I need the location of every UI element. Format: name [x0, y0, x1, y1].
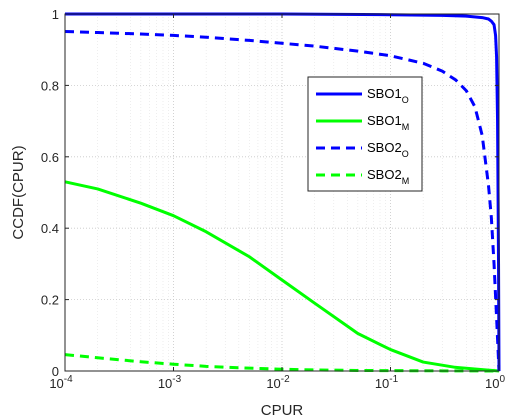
legend-label-name: SBO2	[367, 140, 402, 155]
x-tick-label: 10-3	[158, 374, 182, 391]
legend-label: SBO1M	[367, 113, 409, 132]
x-tick-label: 100	[485, 374, 505, 391]
x-tick-label: 10-2	[266, 374, 290, 391]
legend-label-subscript: M	[402, 176, 410, 186]
legend-label-subscript: O	[402, 149, 409, 159]
y-tick-label: 0.6	[41, 150, 59, 165]
legend-label: SBO1O	[367, 86, 409, 105]
y-tick-label: 0	[52, 364, 59, 379]
x-tick-label-exponent: -2	[281, 374, 290, 385]
y-tick-label: 0.4	[41, 221, 59, 236]
grid	[65, 14, 499, 371]
y-axis-label: CCDF(CPUR)	[10, 145, 27, 239]
legend-label-subscript: O	[402, 95, 409, 105]
legend-label-name: SBO1	[367, 113, 402, 128]
series-line-sbo1-m	[64, 180, 500, 373]
x-tick-label-base: 10	[49, 376, 63, 391]
x-tick-label-exponent: -1	[389, 374, 398, 385]
y-tick-label: 1	[52, 7, 59, 22]
x-axis-label: CPUR	[261, 402, 304, 419]
x-tick-label-base: 10	[375, 376, 389, 391]
x-tick-label: 10-4	[49, 374, 73, 391]
legend-label: SBO2O	[367, 140, 409, 159]
x-tick-label: 10-1	[375, 374, 399, 391]
legend-label-name: SBO2	[367, 167, 402, 182]
legend-label-name: SBO1	[367, 86, 402, 101]
x-tick-label-base: 10	[266, 376, 280, 391]
legend-box	[307, 76, 423, 192]
legend-label: SBO2M	[367, 167, 409, 186]
y-tick-label: 0.2	[41, 293, 59, 308]
x-tick-label-exponent: -4	[64, 374, 73, 385]
x-tick-label-base: 10	[485, 376, 499, 391]
x-tick-label-base: 10	[158, 376, 172, 391]
legend-label-subscript: M	[402, 122, 410, 132]
x-tick-label-exponent: -3	[172, 374, 181, 385]
series-line-sbo2-o	[64, 29, 501, 372]
x-tick-label-exponent: 0	[499, 374, 505, 385]
y-tick-label: 0.8	[41, 78, 59, 93]
